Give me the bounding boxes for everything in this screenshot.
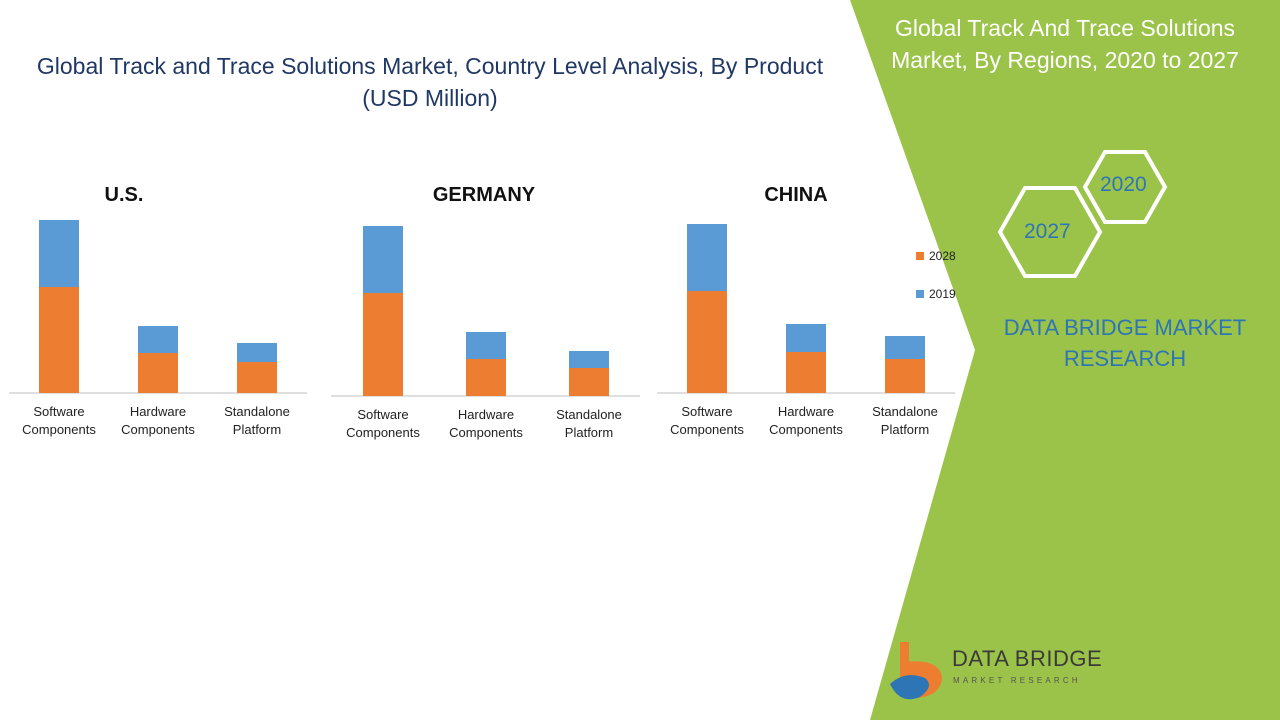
bar-2028 [466,359,506,396]
hexagon-2027-icon [997,186,1103,278]
bar-2028 [237,362,277,393]
brand-text: DATA BRIDGE MARKET RESEARCH [1003,315,1247,371]
bar-2028 [39,287,79,393]
page-title: Global Track and Trace Solutions Market,… [36,53,824,111]
chart-title-germany: GERMANY [432,184,536,206]
logo-text: DATA BRIDGE [952,646,1103,671]
category-label: Software Components [346,407,420,440]
category-label: Hardware Components [121,404,195,437]
legend-label: 2028 [929,249,956,263]
category-label: Standalone Platform [224,404,290,437]
green-panel [850,0,1280,720]
chart-title-china: CHINA [764,184,828,206]
bar-2019 [569,351,609,368]
bar-2019 [687,224,727,291]
bar-2028 [363,293,403,396]
bar-2019 [786,324,826,352]
chart-title-us: U.S. [104,184,144,206]
bar-2019 [237,343,277,362]
category-label: Hardware Components [769,404,843,437]
bar-2019 [885,336,925,359]
logo-subtext: MARKET RESEARCH [953,676,1081,685]
legend-item-2019: 2019 [916,287,956,301]
right-panel-title: Global Track And Trace Solutions Market,… [891,15,1239,73]
bar-2028 [885,359,925,393]
hexagon-2020-icon [1082,150,1168,224]
bar-2028 [687,291,727,393]
category-label: Standalone Platform [556,407,622,440]
bar-2028 [138,353,178,393]
hex-year-2027: 2027 [1024,220,1071,243]
hex-year-2020: 2020 [1100,173,1147,196]
charts-layer [9,220,955,397]
legend-label: 2019 [929,287,956,301]
bar-2019 [363,226,403,293]
legend-swatch [916,252,924,260]
category-label: Software Components [670,404,744,437]
bar-2019 [39,220,79,287]
bar-2028 [786,352,826,393]
category-label: Hardware Components [449,407,523,440]
bar-2019 [466,332,506,359]
bar-2028 [569,368,609,396]
bar-2019 [138,326,178,353]
legend-item-2028: 2028 [916,249,956,263]
legend-swatch [916,290,924,298]
category-label: Software Components [22,404,96,437]
data-bridge-logo-icon [890,642,942,700]
category-label: Standalone Platform [872,404,938,437]
